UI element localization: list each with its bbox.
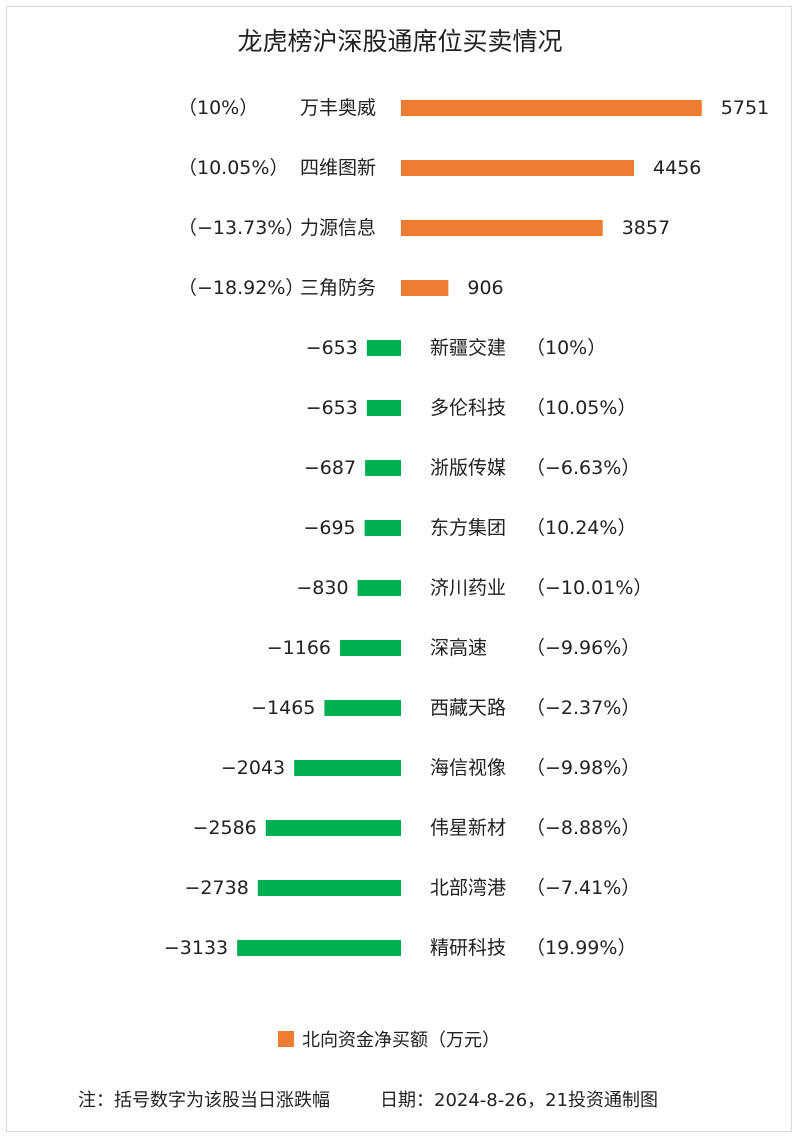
category-label-10: 深高速 — [430, 637, 487, 659]
change-label-4: （−18.92%） — [178, 277, 304, 299]
legend-swatch — [278, 1031, 294, 1047]
change-label-2: （10.05%） — [178, 157, 288, 179]
value-label-12: −2043 — [221, 757, 285, 779]
value-label-6: −653 — [306, 397, 358, 419]
category-label-4: 三角防务 — [300, 277, 376, 299]
value-label-14: −2738 — [185, 877, 249, 899]
change-label-12: （−9.98%） — [526, 757, 640, 779]
category-label-12: 海信视像 — [430, 757, 506, 779]
category-label-2: 四维图新 — [300, 157, 376, 179]
bar-chart: 5751万丰奥威（10%）4456四维图新（10.05%）3857力源信息（−1… — [164, 97, 769, 959]
legend: 北向资金净买额（万元） — [278, 1026, 500, 1052]
chart-frame — [6, 6, 792, 1132]
bar-9 — [357, 580, 401, 596]
value-label-10: −1166 — [267, 637, 331, 659]
category-label-3: 力源信息 — [300, 217, 376, 239]
change-label-13: （−8.88%） — [526, 817, 640, 839]
change-label-1: （10%） — [178, 97, 258, 119]
footer-note: 注：括号数字为该股当日涨跌幅 — [78, 1090, 330, 1111]
bar-2 — [401, 160, 635, 176]
category-label-7: 浙版传媒 — [430, 457, 506, 479]
bar-4 — [401, 280, 449, 296]
bar-10 — [340, 640, 401, 656]
legend-label: 北向资金净买额（万元） — [302, 1030, 500, 1051]
category-label-13: 伟星新材 — [430, 817, 506, 839]
value-label-7: −687 — [304, 457, 356, 479]
category-label-8: 东方集团 — [430, 517, 506, 539]
bar-1 — [401, 100, 702, 116]
bar-14 — [257, 880, 401, 896]
value-label-8: −695 — [303, 517, 355, 539]
change-label-15: （19.99%） — [526, 937, 636, 959]
bar-5 — [366, 340, 401, 356]
change-label-5: （10%） — [526, 337, 606, 359]
value-label-3: 3857 — [622, 217, 670, 239]
change-label-14: （−7.41%） — [526, 877, 640, 899]
value-label-1: 5751 — [721, 97, 769, 119]
change-label-9: （−10.01%） — [526, 577, 652, 599]
category-label-11: 西藏天路 — [430, 697, 506, 719]
bar-15 — [237, 940, 401, 956]
category-label-9: 济川药业 — [430, 577, 506, 599]
bar-11 — [324, 700, 401, 716]
chart-title: 龙虎榜沪深股通席位买卖情况 — [237, 27, 563, 56]
change-label-6: （10.05%） — [526, 397, 636, 419]
change-label-3: （−13.73%） — [178, 217, 304, 239]
value-label-9: −830 — [296, 577, 348, 599]
change-label-11: （−2.37%） — [526, 697, 640, 719]
category-label-14: 北部湾港 — [430, 877, 506, 899]
footer-source: 日期：2024-8-26，21投资通制图 — [380, 1090, 659, 1111]
change-label-10: （−9.96%） — [526, 637, 640, 659]
category-label-15: 精研科技 — [430, 937, 506, 959]
category-label-6: 多伦科技 — [430, 397, 506, 419]
bar-13 — [265, 820, 401, 836]
value-label-13: −2586 — [192, 817, 256, 839]
value-label-11: −1465 — [251, 697, 315, 719]
category-label-1: 万丰奥威 — [300, 97, 376, 119]
change-label-7: （−6.63%） — [526, 457, 640, 479]
bar-3 — [401, 220, 603, 236]
change-label-8: （10.24%） — [526, 517, 636, 539]
bar-12 — [294, 760, 401, 776]
category-label-5: 新疆交建 — [430, 337, 506, 359]
bar-6 — [366, 400, 401, 416]
value-label-4: 906 — [467, 277, 503, 299]
bar-8 — [364, 520, 401, 536]
bar-7 — [365, 460, 401, 476]
value-label-2: 4456 — [653, 157, 701, 179]
value-label-5: −653 — [306, 337, 358, 359]
value-label-15: −3133 — [164, 937, 228, 959]
